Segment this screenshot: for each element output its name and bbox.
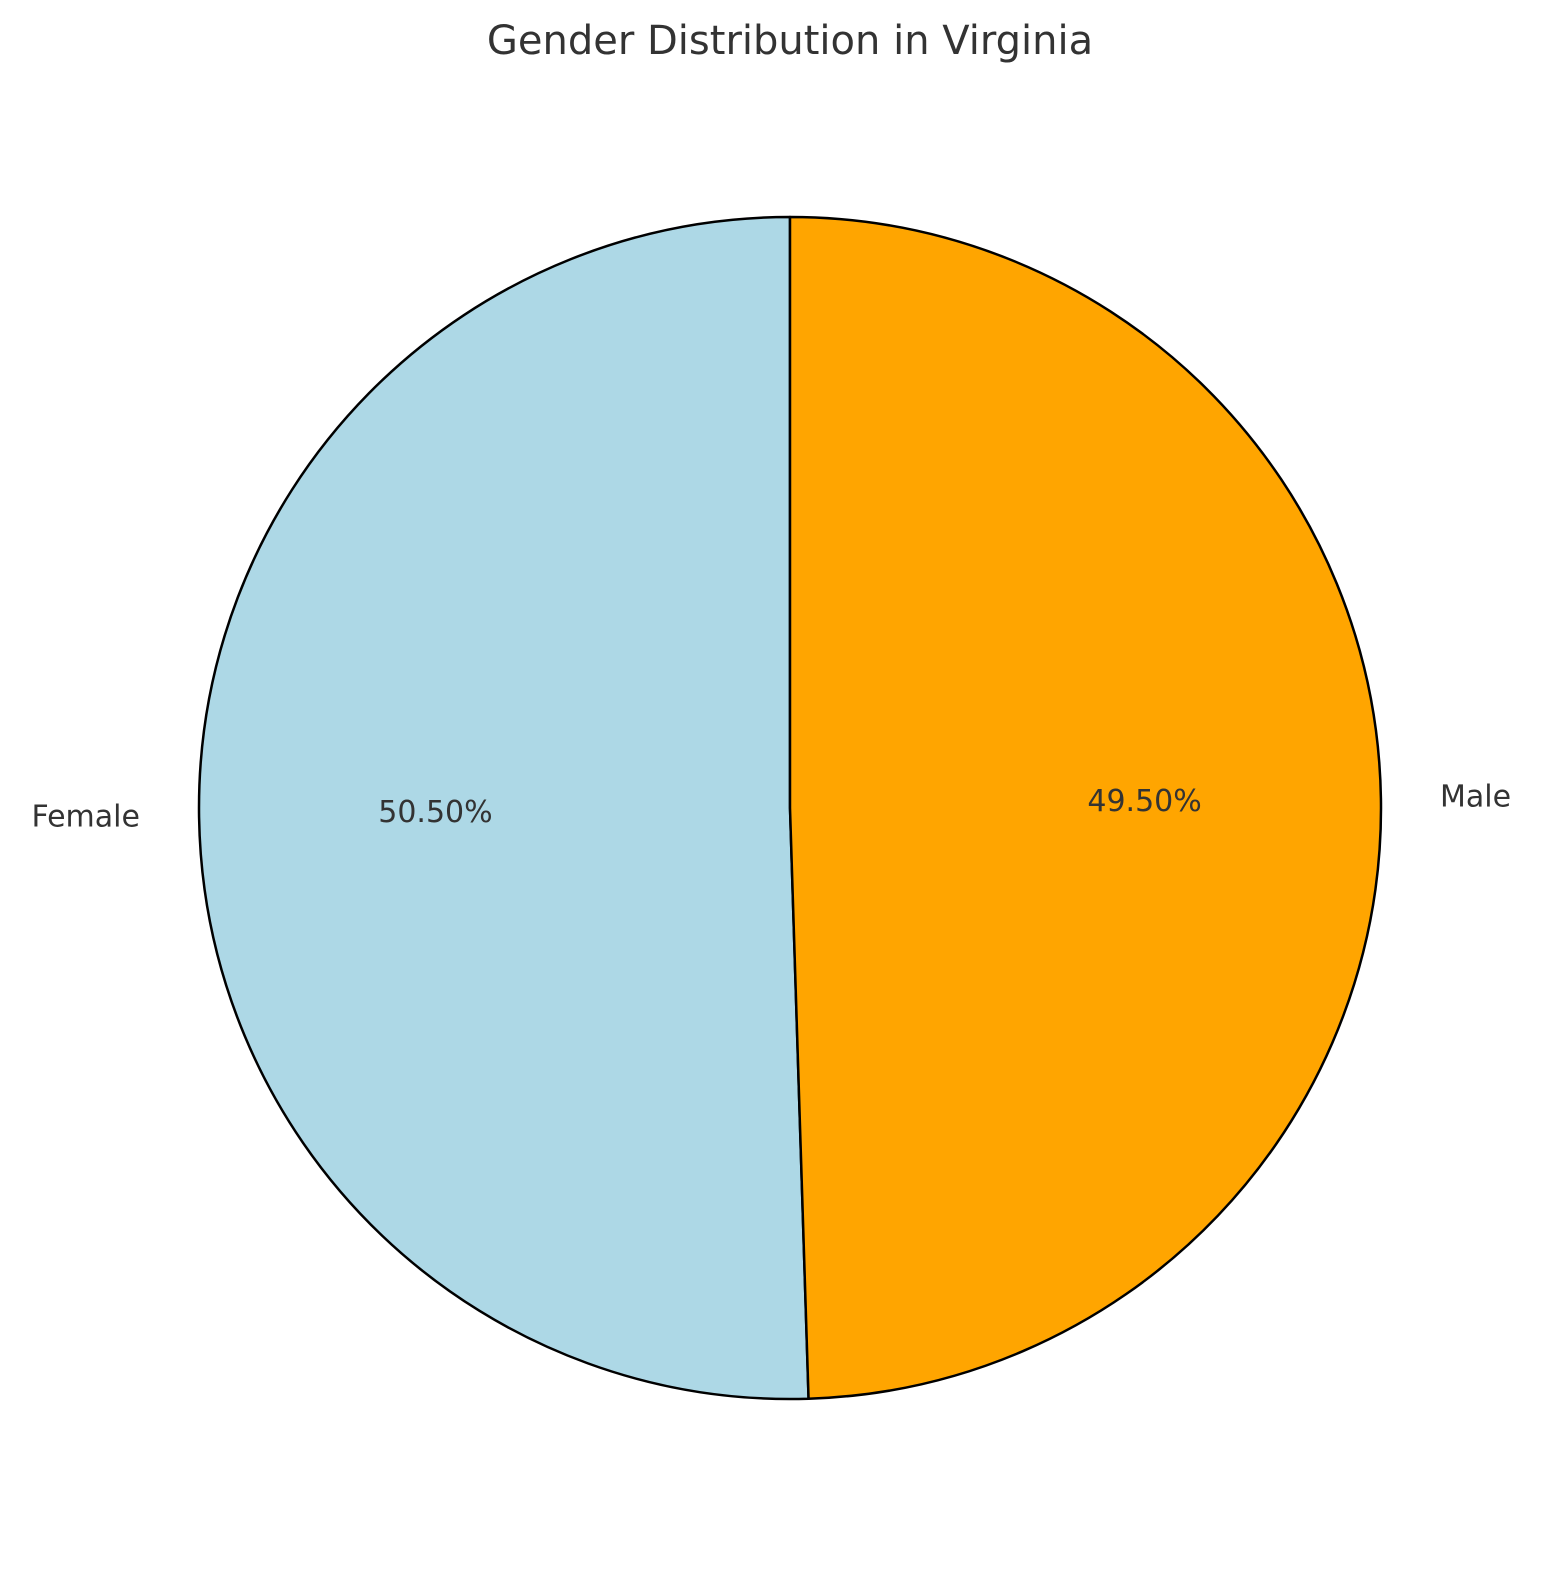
- percent-label-male: 49.50%: [1087, 784, 1201, 819]
- percent-label-female: 50.50%: [378, 795, 492, 830]
- pie-labels: Female 50.50% Male 49.50%: [31, 779, 1511, 834]
- pie-slice-female: [197, 215, 810, 1401]
- slice-label-male: Male: [1440, 779, 1511, 814]
- slice-label-female: Female: [31, 800, 139, 835]
- chart-title: Gender Distribution in Virginia: [487, 18, 1093, 64]
- pie-slices: [197, 215, 1383, 1401]
- pie-slice-male: [788, 215, 1383, 1400]
